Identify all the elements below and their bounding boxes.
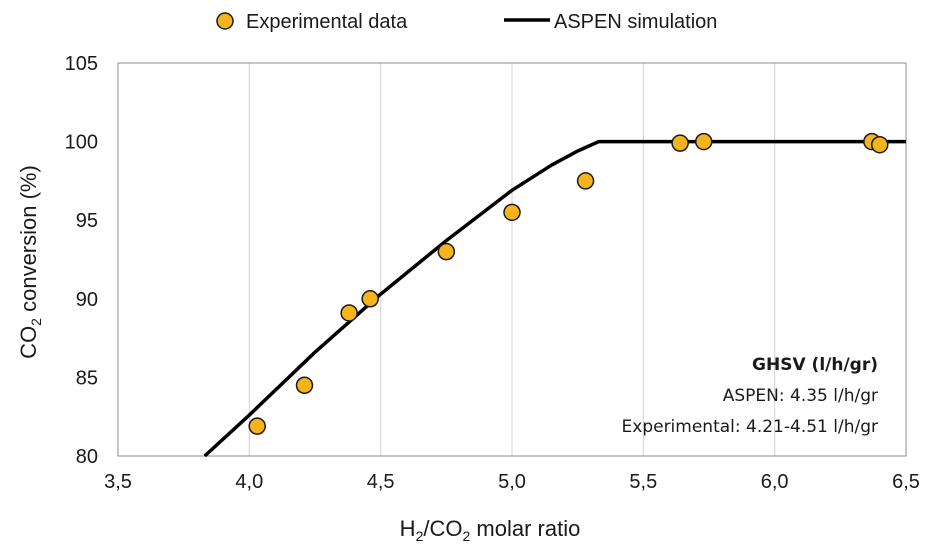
legend-marker-experimental [216,12,234,30]
y-tick-label: 95 [76,210,98,232]
legend-label-experimental: Experimental data [246,11,408,33]
ghsv-annotation: GHSV (l/h/gr) ASPEN: 4.35 l/h/gr Experim… [622,355,878,437]
x-tick-label: 4,0 [235,471,263,493]
experimental-data-point [340,304,358,322]
annotation-aspen: ASPEN: 4.35 l/h/gr [723,386,878,406]
legend-label-aspen: ASPEN simulation [554,11,717,33]
experimental-data-point [295,376,314,395]
experimental-data-point [248,417,266,435]
x-axis-ticks: 3,5 4,0 4,5 5,0 5,5 6,0 6,5 [104,471,920,493]
experimental-data-point [576,172,595,190]
annotation-experimental: Experimental: 4.21-4.51 l/h/gr [622,417,878,437]
experimental-data-point [671,134,689,152]
x-tick-label: 6,5 [892,471,920,493]
x-axis-label: H2/CO2 molar ratio [400,516,581,544]
y-axis-label: CO2 conversion (%) [16,165,44,359]
x-tick-label: 3,5 [104,471,132,493]
plot-area [117,62,907,457]
aspen-simulation-line [203,139,906,458]
x-tick-label: 5,0 [498,471,526,493]
x-tick-label: 5,5 [629,471,657,493]
y-tick-label: 100 [65,132,98,154]
x-tick-label: 4,5 [367,471,395,493]
experimental-data-point [503,203,521,222]
legend: Experimental data ASPEN simulation [216,11,717,33]
experimental-data-point [694,132,713,151]
y-tick-label: 105 [65,53,98,75]
annotation-title: GHSV (l/h/gr) [752,355,878,375]
experimental-data-point [437,242,456,261]
x-tick-label: 6,0 [761,471,789,493]
experimental-data-series [248,132,889,435]
grid-lines [248,63,776,456]
y-tick-label: 85 [76,367,98,389]
experimental-data-point [361,290,379,308]
experimental-data-point [870,135,889,154]
aspen-simulation-series [203,139,906,458]
y-tick-label: 90 [76,289,98,311]
y-tick-label: 80 [76,446,98,468]
y-axis-ticks: 80 85 90 95 100 105 [65,53,98,468]
